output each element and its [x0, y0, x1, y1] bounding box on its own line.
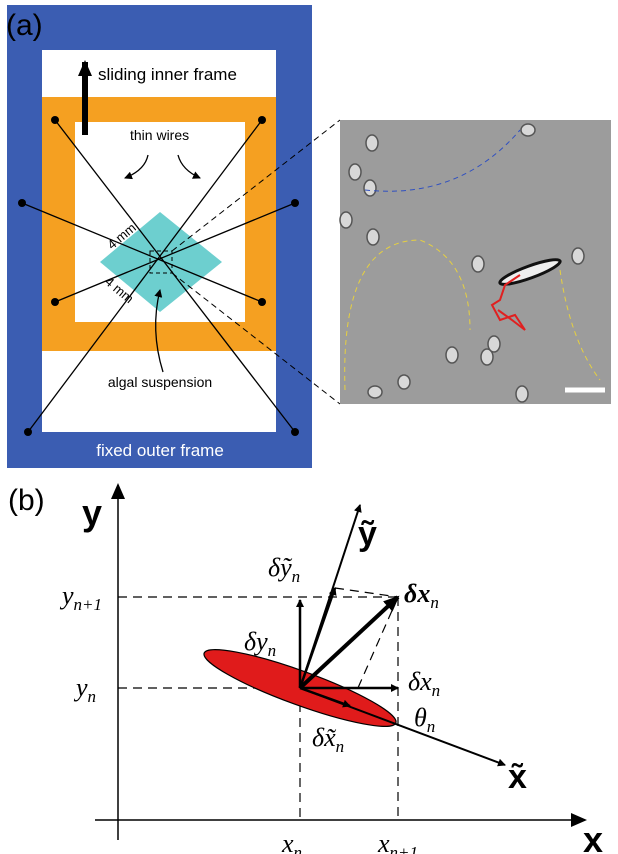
panel-b: (b) y x ỹ x̃ [8, 483, 603, 854]
axis-label: ỹ [358, 515, 377, 553]
math-label: xn+1 [377, 829, 418, 854]
math-main: δx̃ [312, 723, 337, 752]
math-label: θn [414, 703, 435, 736]
label: algal suspension [108, 374, 212, 390]
math-sub: n [432, 681, 441, 700]
panel-label: (b) [8, 484, 45, 517]
dy-tilde-arrow [298, 587, 337, 689]
math-sub: n [336, 737, 345, 756]
math-main: δx [404, 579, 430, 608]
math-sub: n [292, 567, 301, 586]
math-main: δx [408, 667, 432, 696]
math-label: yn [73, 673, 96, 706]
axis-label: x̃ [508, 758, 527, 796]
math-main: x [281, 829, 294, 854]
zoom-line [171, 272, 341, 405]
math-label: yn+1 [59, 581, 102, 614]
math-main: θ [414, 703, 427, 732]
math-label: xn [281, 829, 302, 854]
zoom-line [171, 119, 341, 252]
math-sub: n+1 [74, 595, 102, 614]
label: thin wires [130, 127, 189, 143]
wire-arrow [177, 154, 201, 179]
track [490, 274, 526, 331]
math-sub: n+1 [390, 843, 418, 854]
wire-ends [18, 116, 299, 436]
micrograph [339, 120, 611, 404]
math-sub: n [88, 687, 97, 706]
math-main: δỹ [268, 553, 293, 582]
panel-a: (a) sliding inner frame thin wires 4 mm … [6, 5, 341, 468]
math-main: y [73, 673, 88, 702]
math-main: y [59, 581, 74, 610]
trails [344, 129, 601, 391]
math-sub: n [268, 641, 277, 660]
guides [118, 587, 399, 820]
wire-arrow [124, 154, 149, 180]
math-sub: n [427, 717, 436, 736]
math-label: δxn [408, 667, 440, 700]
suspension-area [100, 212, 222, 312]
cells [339, 123, 585, 403]
panel-label: (a) [6, 9, 43, 42]
label: sliding inner frame [98, 65, 237, 84]
math-main: δy [244, 627, 268, 656]
math-label: δx̃n [312, 723, 344, 756]
wires [21, 119, 296, 433]
math-sub: n [430, 593, 439, 612]
axis-label: y [82, 492, 102, 533]
dx-tilde-arrow [299, 686, 351, 708]
math-label: δỹn [268, 553, 300, 586]
math-label: δxn [404, 579, 439, 612]
math-label: δyn [244, 627, 276, 660]
label: fixed outer frame [96, 441, 224, 460]
math-sub: n [294, 843, 303, 854]
suspension-arrow [154, 289, 164, 373]
axis-label: x [583, 819, 603, 854]
displacement [298, 595, 400, 690]
zoom-box [149, 250, 173, 274]
math-main: x [377, 829, 390, 854]
